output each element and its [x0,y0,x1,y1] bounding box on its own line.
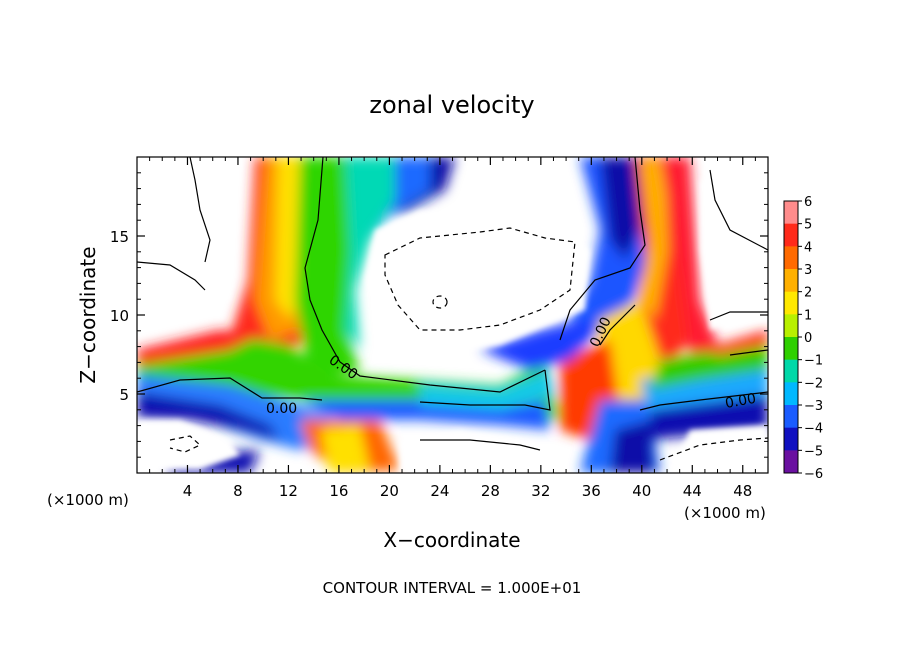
colorbar-band [784,359,798,383]
y-tick-label: 5 [119,386,129,404]
x-tick-label: 12 [279,482,298,500]
colorbar-band [784,201,798,225]
colorbar-band [784,337,798,361]
colorbar-tick-label: 4 [804,240,812,255]
chart-title: zonal velocity [369,91,534,119]
colorbar-band [784,382,798,406]
y-tick-label: 15 [110,228,129,246]
colorbar-band [784,314,798,338]
y-tick-label: 10 [110,307,129,325]
contour-label: 0.00 [724,391,757,412]
colorbar-band [784,291,798,315]
x-tick-label: 32 [531,482,550,500]
x-unit-right: (×1000 m) [684,504,766,522]
colorbar-band [784,427,798,451]
y-axis: 5 10 15 [110,172,768,458]
colorbar-band [784,405,798,429]
y-axis-label: Z−coordinate [76,246,100,383]
colorbar-tick-label: −5 [804,444,823,459]
x-unit-left: (×1000 m) [47,491,129,509]
contour-lines [137,157,768,451]
x-tick-label: 44 [683,482,702,500]
x-axis: 4 8 12 16 20 24 28 32 36 40 44 48 [149,157,756,500]
colorbar-tick-label: −3 [804,399,823,414]
x-tick-label: 20 [380,482,399,500]
colorbar-tick-label: 1 [804,308,812,323]
colorbar-tick-label: 6 [804,195,812,210]
x-axis-label: X−coordinate [383,528,520,552]
contour-label: 0.00 [266,401,297,417]
colorbar-band [784,450,798,474]
colorbar-band [784,246,798,270]
x-tick-label: 28 [481,482,500,500]
x-tick-label: 8 [233,482,243,500]
colorbar-band [784,269,798,293]
x-tick-label: 40 [632,482,651,500]
dashed-contours [169,227,768,461]
zero-regions [137,157,768,473]
plot-area: 0.00 0.00 0.00 0.00 [137,157,768,473]
x-tick-label: 16 [329,482,348,500]
x-tick-label: 24 [430,482,449,500]
colorbar-tick-label: −6 [804,467,823,482]
x-tick-label: 36 [582,482,601,500]
colorbar-band [784,223,798,247]
colorbar-tick-label: 5 [804,218,812,233]
contour-interval-note: CONTOUR INTERVAL = 1.000E+01 [323,579,582,597]
colorbar: 6 5 4 3 2 1 0 −1 −2 −3 −4 −5 −6 [783,195,823,482]
colorbar-tick-label: 2 [804,286,812,301]
colorbar-tick-label: 3 [804,263,812,278]
colorbar-tick-label: −4 [804,422,823,437]
x-tick-label: 4 [183,482,193,500]
colorbar-tick-label: 0 [804,331,812,346]
colorbar-tick-label: −2 [804,376,823,391]
colorbar-tick-label: −1 [804,354,823,369]
x-tick-label: 48 [733,482,752,500]
